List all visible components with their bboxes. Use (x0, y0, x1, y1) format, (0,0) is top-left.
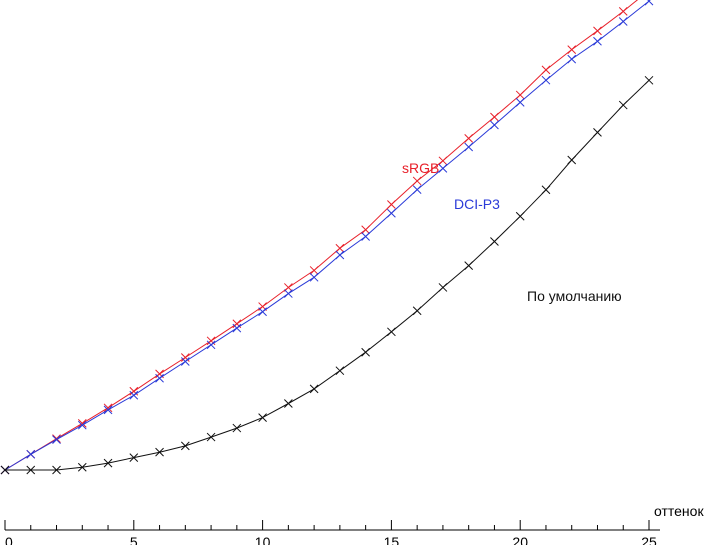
data-point-marker (335, 243, 345, 253)
data-point-marker (387, 327, 396, 337)
data-point-marker (129, 453, 139, 462)
data-point-marker (180, 353, 190, 362)
data-point-marker (103, 405, 113, 415)
data-point-marker (180, 357, 190, 366)
data-point-marker (361, 347, 370, 357)
series-line (4, 0, 639, 471)
data-point-marker (206, 432, 216, 442)
series-2: DCI-P3 (0, 0, 654, 475)
data-point-marker (438, 156, 448, 166)
data-point-marker (464, 133, 474, 143)
data-point-marker (77, 420, 87, 430)
data-point-marker (464, 142, 474, 152)
data-point-marker (335, 366, 345, 376)
data-point-marker (77, 419, 87, 428)
x-tick-label: 25 (641, 534, 657, 545)
x-tick-label: 15 (384, 534, 400, 545)
data-point-marker (490, 120, 499, 130)
data-point-marker (335, 250, 345, 260)
data-point-marker (129, 390, 139, 400)
series-layer: sRGB DCI-P3 По умолчанию (0, 0, 654, 475)
data-point-marker (129, 386, 139, 396)
data-point-marker (284, 283, 293, 292)
data-point-marker (541, 185, 551, 195)
data-point-marker (438, 283, 448, 292)
data-point-marker (567, 155, 577, 165)
data-point-marker (52, 465, 61, 475)
data-point-marker (618, 7, 628, 16)
x-axis: 0 5 10 15 20 25 оттенок (4, 503, 704, 545)
data-point-marker (515, 90, 525, 100)
data-point-marker (618, 100, 628, 110)
data-point-marker (309, 384, 319, 394)
data-point-marker (103, 403, 113, 413)
data-point-marker (26, 465, 36, 475)
data-point-marker (0, 465, 10, 475)
data-point-marker (155, 447, 164, 457)
x-axis-label: оттенок (654, 503, 704, 519)
data-point-marker (258, 413, 267, 422)
data-point-marker (593, 128, 602, 137)
data-point-marker (644, 75, 654, 85)
data-point-marker (515, 97, 525, 107)
data-point-marker (284, 399, 293, 408)
series-label: По умолчанию (527, 288, 622, 304)
data-point-marker (464, 261, 474, 270)
data-point-marker (593, 36, 602, 46)
data-point-marker (361, 225, 370, 235)
data-point-marker (593, 26, 602, 36)
data-point-marker (52, 435, 61, 444)
x-axis-ticks: 0 5 10 15 20 25 (4, 520, 657, 545)
series-line (4, 0, 650, 471)
data-point-marker (387, 200, 396, 209)
data-point-marker (26, 449, 36, 459)
data-point-marker (309, 266, 319, 275)
data-point-marker (567, 54, 577, 64)
data-point-marker (258, 307, 267, 317)
data-point-marker (490, 237, 499, 246)
data-point-marker (284, 289, 293, 298)
data-point-marker (644, 0, 654, 6)
data-point-marker (206, 340, 216, 350)
series-line (5, 79, 650, 471)
data-point-marker (490, 112, 499, 122)
x-tick-label: 5 (130, 534, 138, 545)
data-point-marker (77, 462, 87, 472)
data-point-marker (515, 211, 525, 221)
data-point-marker (387, 208, 396, 218)
x-tick-label: 0 (5, 534, 13, 545)
data-point-marker (180, 441, 190, 451)
x-tick-label: 20 (512, 534, 528, 545)
data-point-marker (309, 272, 319, 282)
data-point-marker (438, 164, 448, 173)
data-point-marker (232, 423, 242, 433)
data-point-marker (155, 373, 164, 383)
series-label: DCI-P3 (454, 196, 500, 212)
data-point-marker (541, 75, 551, 85)
series-3: По умолчанию (0, 75, 654, 475)
data-point-marker (361, 232, 370, 241)
x-tick-label: 10 (255, 534, 271, 545)
data-point-marker (567, 45, 577, 54)
data-point-marker (232, 323, 242, 333)
data-point-marker (206, 336, 216, 346)
data-point-marker (412, 185, 422, 194)
series-label: sRGB (402, 160, 439, 176)
series-1: sRGB (0, 0, 639, 475)
data-point-marker (103, 458, 113, 468)
data-point-marker (618, 17, 628, 26)
data-point-marker (412, 176, 422, 186)
data-point-marker (412, 306, 422, 316)
data-point-marker (541, 65, 551, 75)
